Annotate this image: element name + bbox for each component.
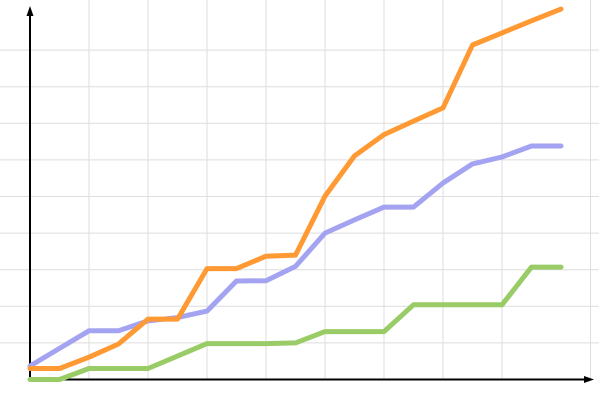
series-violet-line xyxy=(27,143,564,369)
series-orange-line xyxy=(27,6,564,371)
y-axis-arrow-icon xyxy=(26,6,34,16)
grid-lines xyxy=(0,0,599,380)
series-green-line xyxy=(27,264,564,382)
axes xyxy=(26,6,594,383)
x-axis-arrow-icon xyxy=(584,376,594,383)
